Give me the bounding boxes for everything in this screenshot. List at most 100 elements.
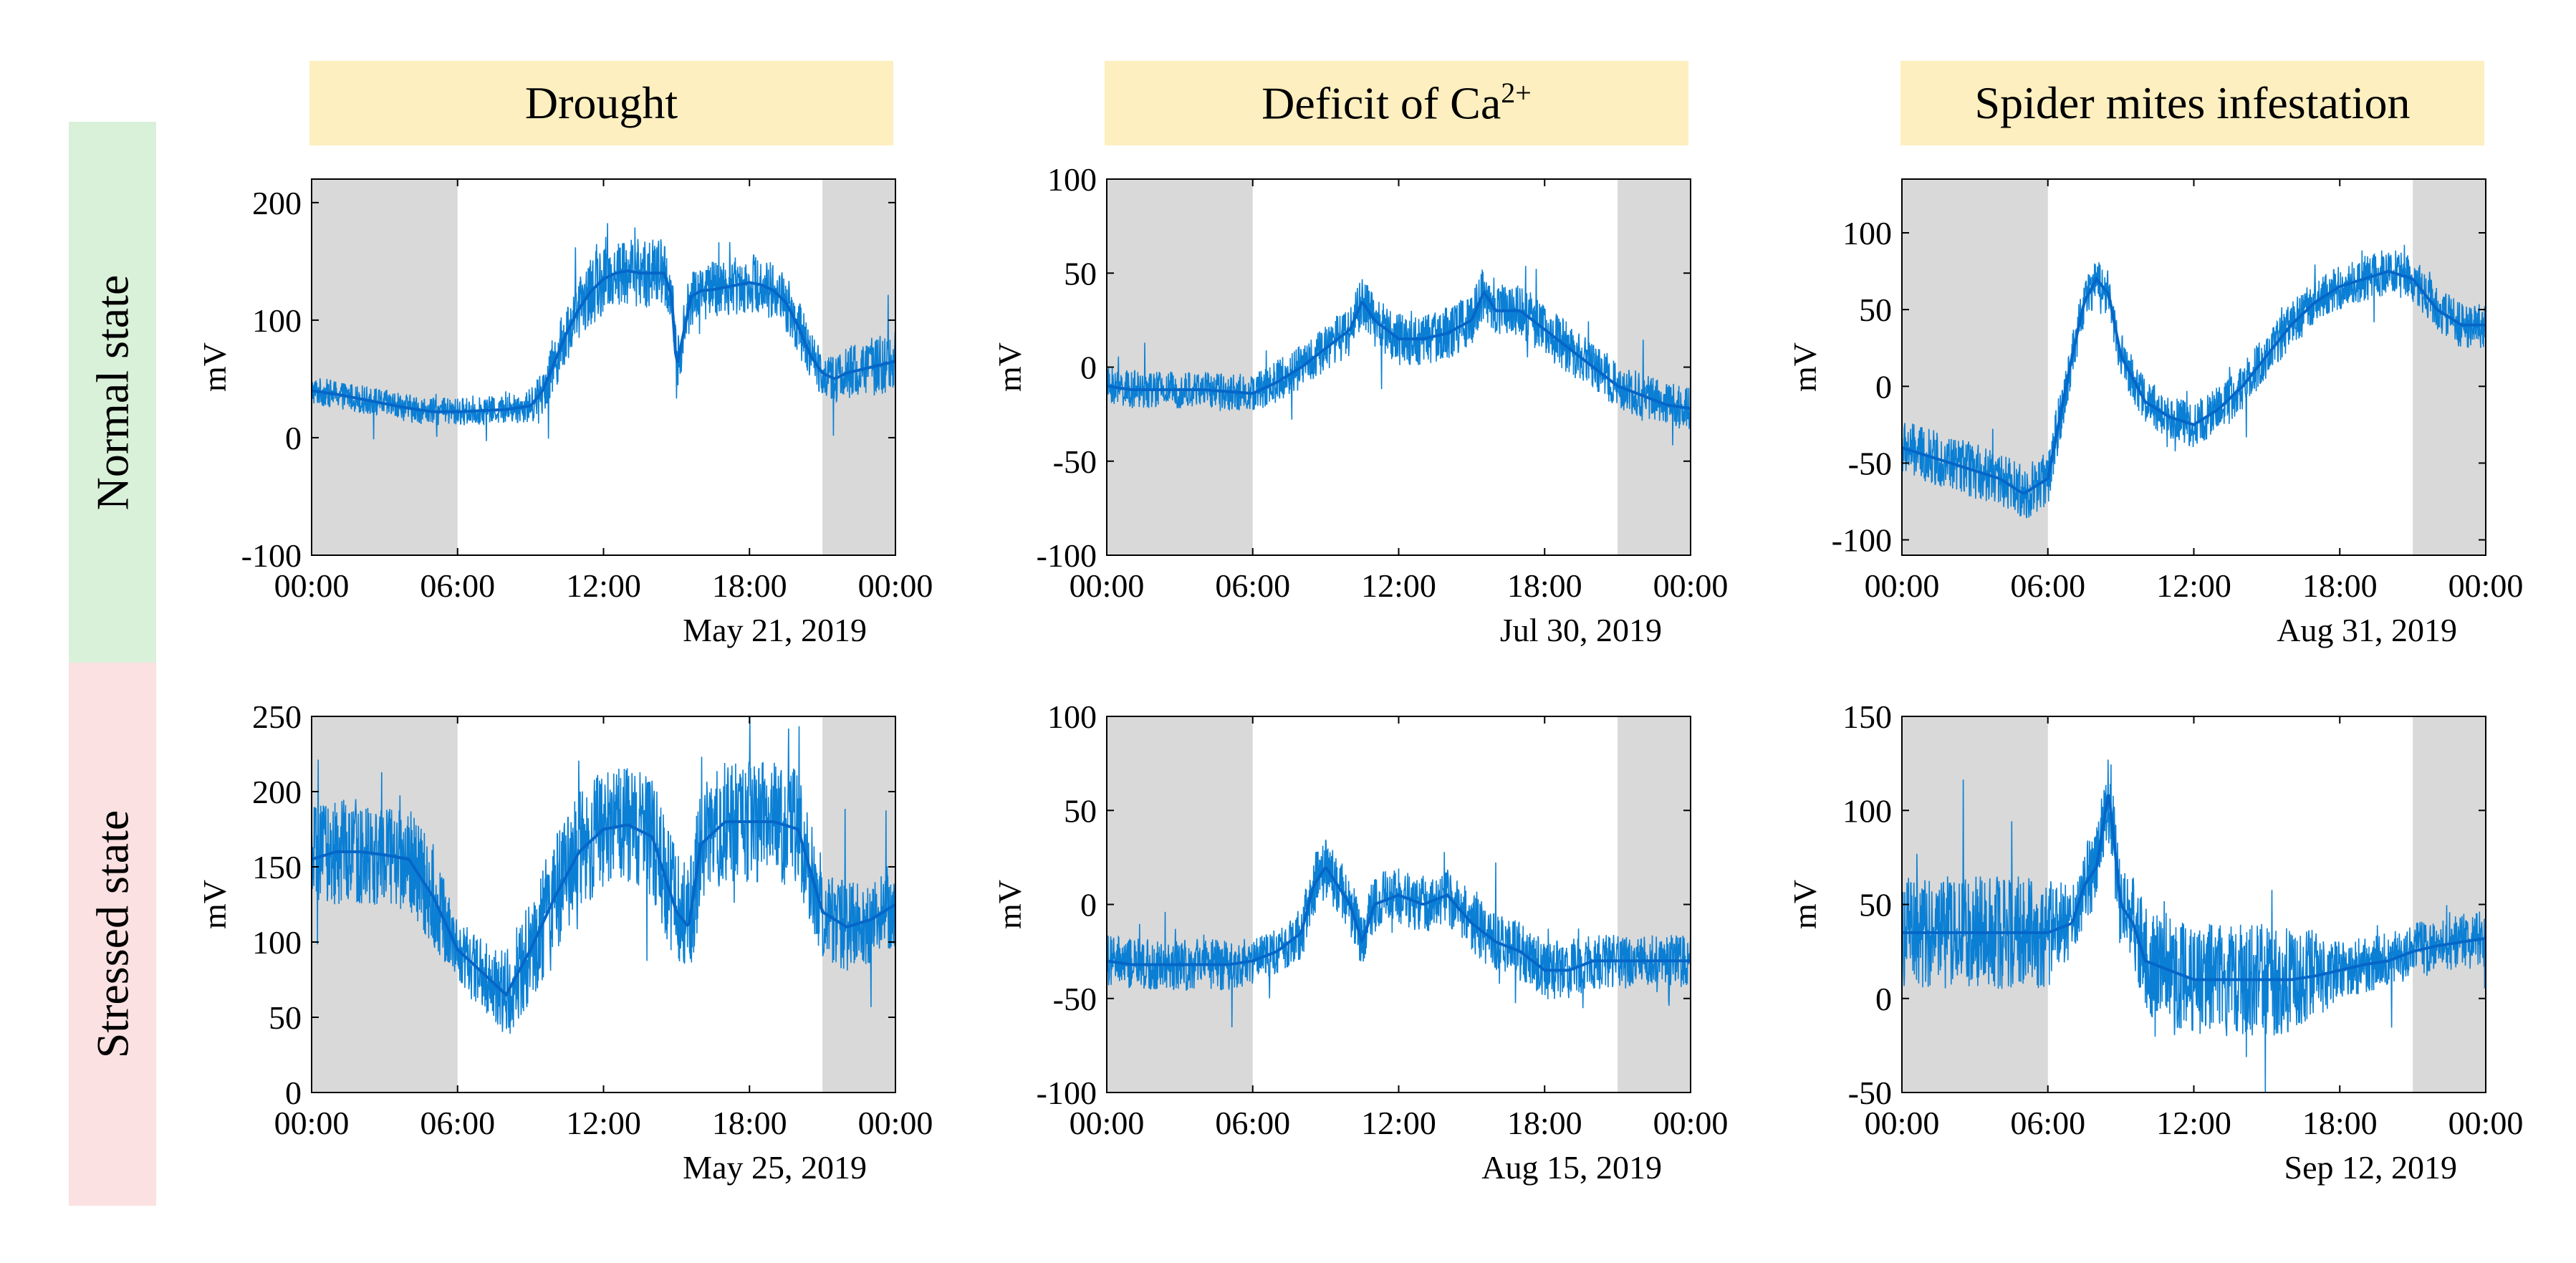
y-tick-label: -100 [1037, 537, 1097, 574]
night-shade-band [1618, 179, 1691, 555]
series-mean-line [1902, 794, 2486, 981]
chart-stressed-drought: 0 50 100 150 200 250 00:00 06:00 12:00 18:00 00:00… [196, 698, 933, 1186]
night-shade-band [312, 179, 458, 555]
x-tick-label: 06:00 [1215, 1105, 1290, 1141]
x-tick-label: 18:00 [1507, 1105, 1582, 1141]
y-tick-label: -100 [1037, 1075, 1097, 1111]
y-axis-label: mV [1787, 880, 1823, 929]
series-trace [311, 716, 896, 1034]
x-tick-label: 12:00 [1361, 567, 1436, 604]
y-tick-label: 0 [285, 1075, 302, 1111]
x-axis-date-label: May 21, 2019 [683, 612, 867, 648]
calcium-superscript: 2+ [1501, 77, 1532, 110]
night-shade-band [1107, 716, 1253, 1092]
x-tick-label: 00:00 [2448, 567, 2524, 604]
y-tick-label: 100 [1842, 792, 1892, 829]
night-shade-band [1107, 179, 1253, 555]
series-trace [1106, 266, 1691, 446]
row-header-stressed-label: Stressed state [87, 810, 138, 1059]
y-axis-label: mV [196, 342, 233, 392]
calcium-label-text: Deficit of Ca [1261, 77, 1501, 129]
y-axis-label: mV [991, 880, 1028, 929]
x-tick-label: 18:00 [2302, 1105, 2378, 1141]
x-tick-label: 18:00 [2302, 567, 2378, 604]
x-tick-label: 12:00 [2156, 567, 2231, 604]
row-header-normal: Normal state [69, 122, 156, 663]
y-tick-label: 150 [252, 849, 302, 885]
chart-normal-drought: -100 0 100 200 00:00 06:00 12:00 18:00 00:00 May … [196, 178, 933, 648]
x-tick-label: 00:00 [274, 1105, 350, 1141]
x-tick-label: 00:00 [1070, 1105, 1145, 1141]
y-tick-label: 200 [252, 774, 302, 810]
series-mean-line [1901, 269, 2486, 495]
x-tick-label: 18:00 [1507, 567, 1582, 604]
series-trace [1901, 759, 2486, 1093]
row-header-normal-label: Normal state [87, 274, 138, 510]
series-trace [1106, 840, 1691, 1028]
y-tick-label: 100 [1047, 698, 1097, 735]
chart-normal-spider: -100 -50 0 50 100 00:00 06:00 12:00 18:00 00:00 Au… [1787, 178, 2524, 648]
y-tick-label: -50 [1053, 981, 1097, 1017]
y-tick-label: 50 [1064, 255, 1097, 292]
night-shade-band [2413, 716, 2486, 1092]
y-tick-label: 0 [1080, 350, 1097, 386]
x-axis-date-label: Aug 31, 2019 [2277, 612, 2457, 648]
chart-normal-calcium: -100 -50 0 50 100 00:00 06:00 12:00 18:00 00:00 Ju… [991, 161, 1729, 648]
x-tick-label: 00:00 [2448, 1105, 2524, 1141]
x-tick-label: 00:00 [1865, 1105, 1940, 1141]
y-tick-label: 50 [1064, 792, 1097, 829]
x-tick-label: 00:00 [1653, 567, 1729, 604]
x-tick-label: 00:00 [1070, 567, 1145, 604]
x-tick-label: 12:00 [566, 567, 641, 604]
x-axis-date-label: May 25, 2019 [683, 1149, 867, 1186]
y-tick-label: 100 [1047, 161, 1097, 198]
x-tick-label: 12:00 [1361, 1105, 1436, 1141]
y-tick-label: 0 [1080, 887, 1097, 923]
x-tick-label: 12:00 [566, 1105, 641, 1141]
y-tick-label: 150 [1842, 698, 1892, 735]
column-header-calcium-label: Deficit of Ca2+ [1261, 76, 1532, 130]
x-tick-label: 12:00 [2156, 1105, 2231, 1141]
x-tick-label: 18:00 [712, 567, 787, 604]
column-header-drought-label: Drought [524, 77, 678, 128]
series-mean-line [1106, 867, 1691, 972]
y-tick-label: 0 [1875, 368, 1892, 405]
x-tick-label: 06:00 [1215, 567, 1290, 604]
x-tick-label: 00:00 [274, 567, 350, 604]
y-tick-label: 200 [252, 185, 302, 221]
series-mean-line [1106, 289, 1691, 410]
x-tick-label: 00:00 [1653, 1105, 1729, 1141]
y-tick-label: -100 [241, 537, 302, 574]
night-shade-band [2413, 179, 2486, 555]
x-tick-label: 00:00 [858, 567, 933, 604]
column-header-spider: Spider mites infestation [1900, 61, 2484, 145]
night-shade-band [1618, 716, 1691, 1092]
y-tick-label: -50 [1848, 445, 1892, 481]
y-tick-label: 250 [252, 698, 302, 735]
x-tick-label: 06:00 [2010, 567, 2085, 604]
chart-stressed-spider: -50 0 50 100 150 00:00 06:00 12:00 18:00 00:00 Sep… [1787, 698, 2524, 1186]
y-tick-label: 50 [1859, 292, 1892, 328]
x-tick-label: 06:00 [2010, 1105, 2085, 1141]
x-tick-label: 06:00 [420, 1105, 495, 1141]
y-axis-label: mV [991, 342, 1028, 392]
x-tick-label: 00:00 [1865, 567, 1940, 604]
y-axis-label: mV [196, 880, 233, 929]
x-tick-label: 00:00 [858, 1105, 933, 1141]
series-mean-line [311, 269, 896, 413]
x-tick-label: 06:00 [420, 567, 495, 604]
x-axis-date-label: Aug 15, 2019 [1481, 1149, 1662, 1186]
x-axis-date-label: Sep 12, 2019 [2284, 1149, 2458, 1186]
y-tick-label: 100 [252, 924, 302, 961]
y-tick-label: 100 [1842, 215, 1892, 251]
y-tick-label: 0 [285, 420, 302, 456]
series-trace [1901, 244, 2486, 519]
x-tick-label: 18:00 [712, 1105, 787, 1141]
y-tick-label: 0 [1875, 981, 1892, 1017]
y-tick-label: -50 [1053, 443, 1097, 480]
y-axis-label: mV [1787, 342, 1823, 392]
row-header-stressed: Stressed state [69, 663, 156, 1206]
series-mean-line [311, 820, 897, 997]
column-header-spider-label: Spider mites infestation [1974, 77, 2411, 128]
y-tick-label: -100 [1832, 522, 1892, 559]
